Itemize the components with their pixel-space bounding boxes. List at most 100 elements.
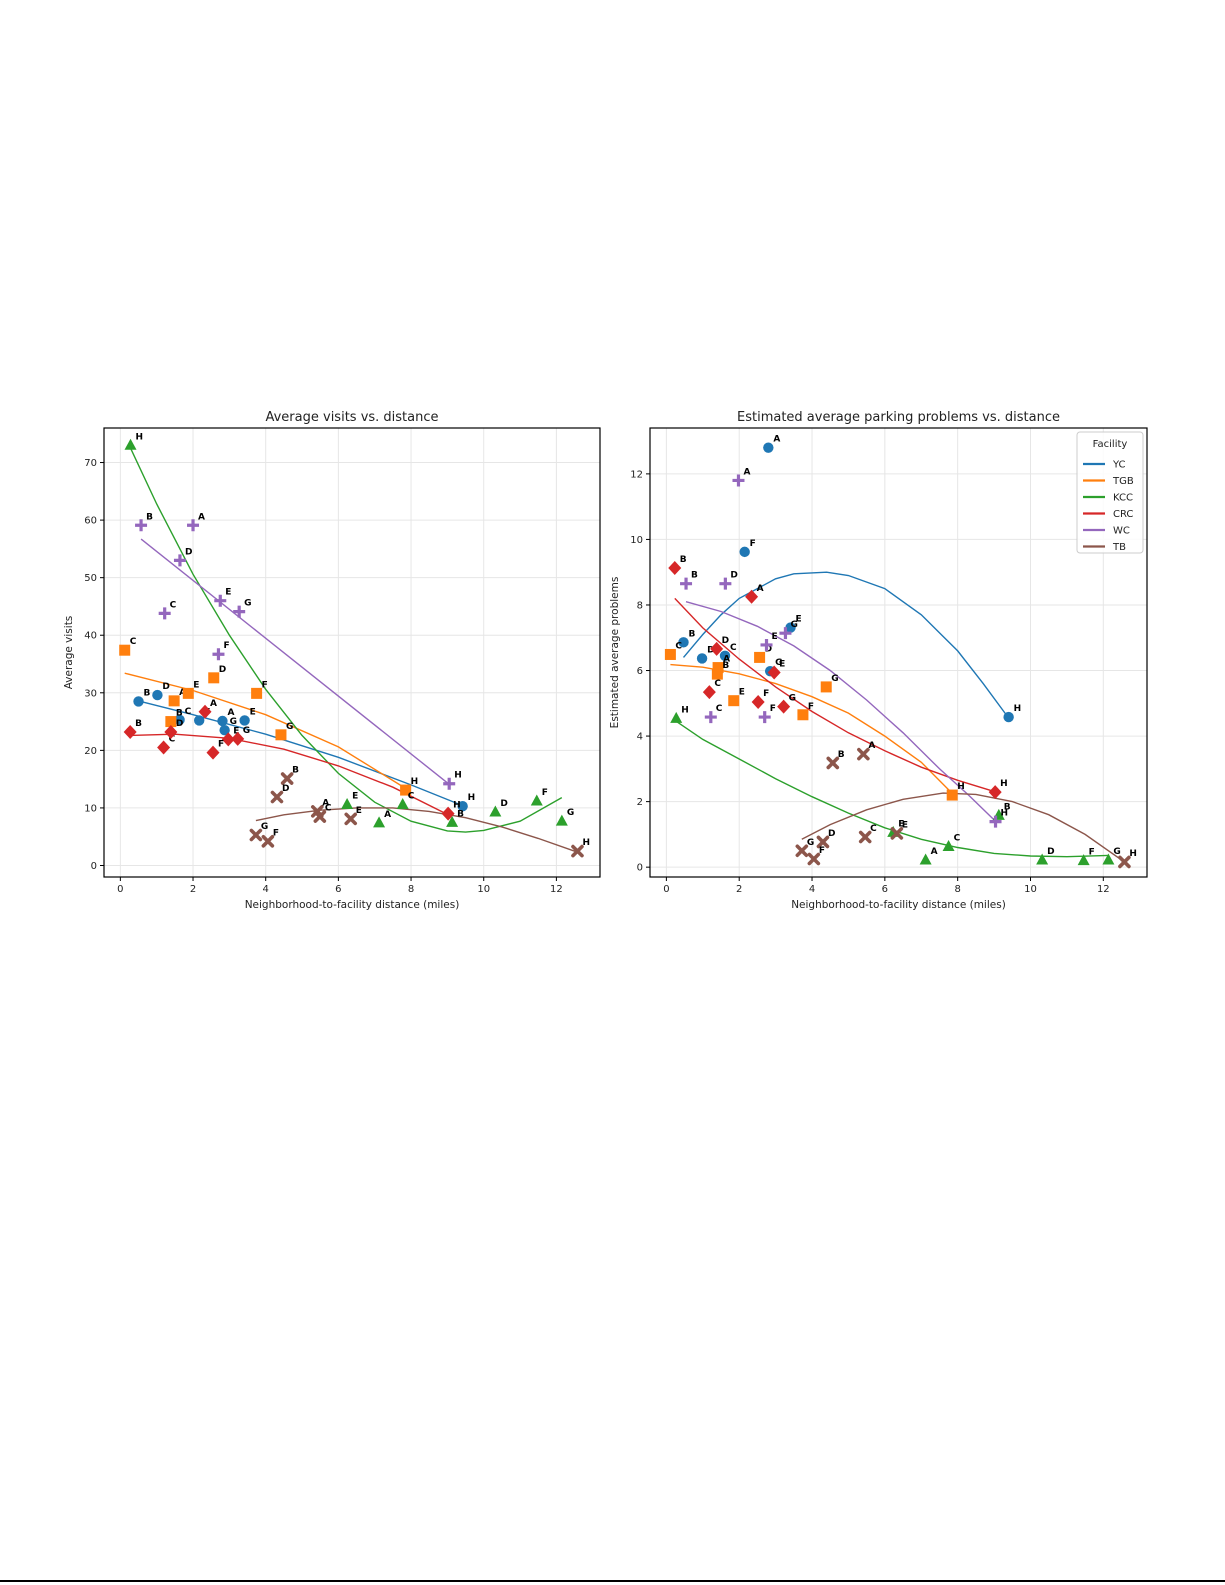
point-label: E [772, 632, 778, 642]
point-label: G [244, 599, 251, 609]
point-label: H [582, 838, 590, 848]
point-label: G [790, 620, 797, 630]
marker-square-icon [946, 789, 958, 801]
marker-diamond-icon [745, 589, 759, 604]
marker-circle-icon [785, 622, 796, 633]
marker-square-icon [664, 648, 676, 660]
marker-x-icon [280, 772, 294, 785]
point-label: G [286, 722, 293, 732]
y-tick-label: 12 [630, 469, 643, 480]
point-label: H [411, 777, 419, 787]
point-label: G [230, 717, 237, 727]
marker-circle-icon [152, 689, 163, 701]
point-label: A [743, 467, 750, 477]
marker-square-icon [208, 672, 220, 684]
x-tick-label: 4 [263, 884, 269, 895]
x-tick-label: 0 [117, 884, 123, 895]
marker-diamond-icon [164, 724, 178, 739]
point-label: B [722, 661, 729, 671]
legend-title: Facility [1093, 439, 1128, 450]
x-axis: 0 2 4 6 8 10 12 Neighborhood-to-facility distan… [663, 877, 1110, 911]
marker-plus-icon [989, 815, 1002, 828]
point-label: C [185, 707, 192, 717]
point-label: B [680, 555, 687, 565]
marker-circle-icon [696, 653, 708, 664]
y-tick-label: 70 [84, 458, 97, 469]
x-tick-label: 6 [882, 884, 888, 895]
marker-circle-icon [719, 650, 731, 661]
point-label: G [1113, 847, 1120, 857]
point-label: H [681, 705, 689, 715]
marker-square-icon [797, 709, 809, 721]
marker-diamond-icon [751, 694, 765, 709]
point-label: F [770, 704, 776, 714]
point-label: A [384, 810, 391, 820]
point-label: H [1001, 809, 1009, 819]
fit-line-kcc [675, 720, 1109, 858]
marker-square-icon [728, 695, 740, 707]
marker-triangle-icon [555, 814, 568, 826]
legend-label: WC [1113, 526, 1130, 537]
point-label: G [243, 726, 250, 736]
marker-diamond-icon [157, 740, 171, 755]
legend-entry-yc: YC [1083, 460, 1126, 471]
marker-diamond-icon [231, 731, 245, 746]
y-tick-label: 50 [84, 573, 97, 584]
point-label: G [775, 658, 782, 668]
y-axis: 0 10 20 30 40 50 60 70 Average visits [63, 458, 104, 872]
fit-line-yc [138, 700, 463, 807]
point-label: B [1004, 802, 1011, 812]
marker-triangle-icon [489, 805, 502, 817]
chart-title: Average visits vs. distance [265, 410, 438, 425]
y-axis: 0 2 4 6 8 10 12 Estimated average problems [609, 469, 650, 874]
marker-circle-icon [239, 715, 250, 726]
point-label: F [542, 788, 548, 798]
marker-triangle-icon [1036, 853, 1049, 865]
point-label: H [1129, 849, 1137, 859]
legend-label: YC [1112, 460, 1126, 471]
point-label: A [773, 435, 780, 445]
marker-x-icon [795, 844, 809, 858]
x-axis: 0 2 4 6 8 10 12 Neighborhood-to-facility distan… [117, 877, 563, 911]
marker-circle-icon [194, 715, 205, 726]
legend-label: KCC [1113, 493, 1133, 504]
point-label: H [453, 801, 461, 811]
fit-line-tb [801, 792, 1125, 863]
point-label: H [468, 793, 476, 803]
marker-circle-icon [457, 800, 468, 812]
marker-plus-icon [758, 711, 771, 724]
marker-square-icon [168, 695, 180, 707]
point-label: D [219, 665, 226, 675]
fit-line-crc [674, 597, 996, 793]
point-label: F [819, 846, 825, 856]
point-label: F [218, 740, 224, 750]
marker-plus-icon [212, 648, 225, 661]
point-label: D [707, 645, 714, 655]
x-tick-label: 12 [1097, 884, 1110, 895]
point-label: E [233, 726, 239, 736]
marker-triangle-icon [1102, 853, 1115, 865]
point-label: C [954, 834, 961, 844]
fit-line-wc [140, 538, 450, 785]
legend-label: TB [1112, 542, 1126, 553]
marker-plus-icon [135, 519, 148, 532]
data-points: ABCDEFGHABCDEFGHABCDEFGHABCDEFGHABCDEFGH… [119, 432, 590, 858]
marker-x-icon [826, 756, 840, 770]
marker-triangle-icon [124, 438, 137, 450]
marker-diamond-icon [702, 685, 716, 700]
legend-entry-tb: TB [1083, 542, 1126, 553]
point-label: B [457, 809, 464, 819]
marker-diamond-icon [710, 641, 724, 656]
x-tick-label: 2 [190, 884, 196, 895]
point-label: E [898, 819, 904, 829]
marker-plus-icon [158, 607, 171, 620]
marker-diamond-icon [221, 732, 235, 747]
marker-plus-icon [732, 474, 745, 487]
y-tick-label: 0 [637, 863, 643, 874]
